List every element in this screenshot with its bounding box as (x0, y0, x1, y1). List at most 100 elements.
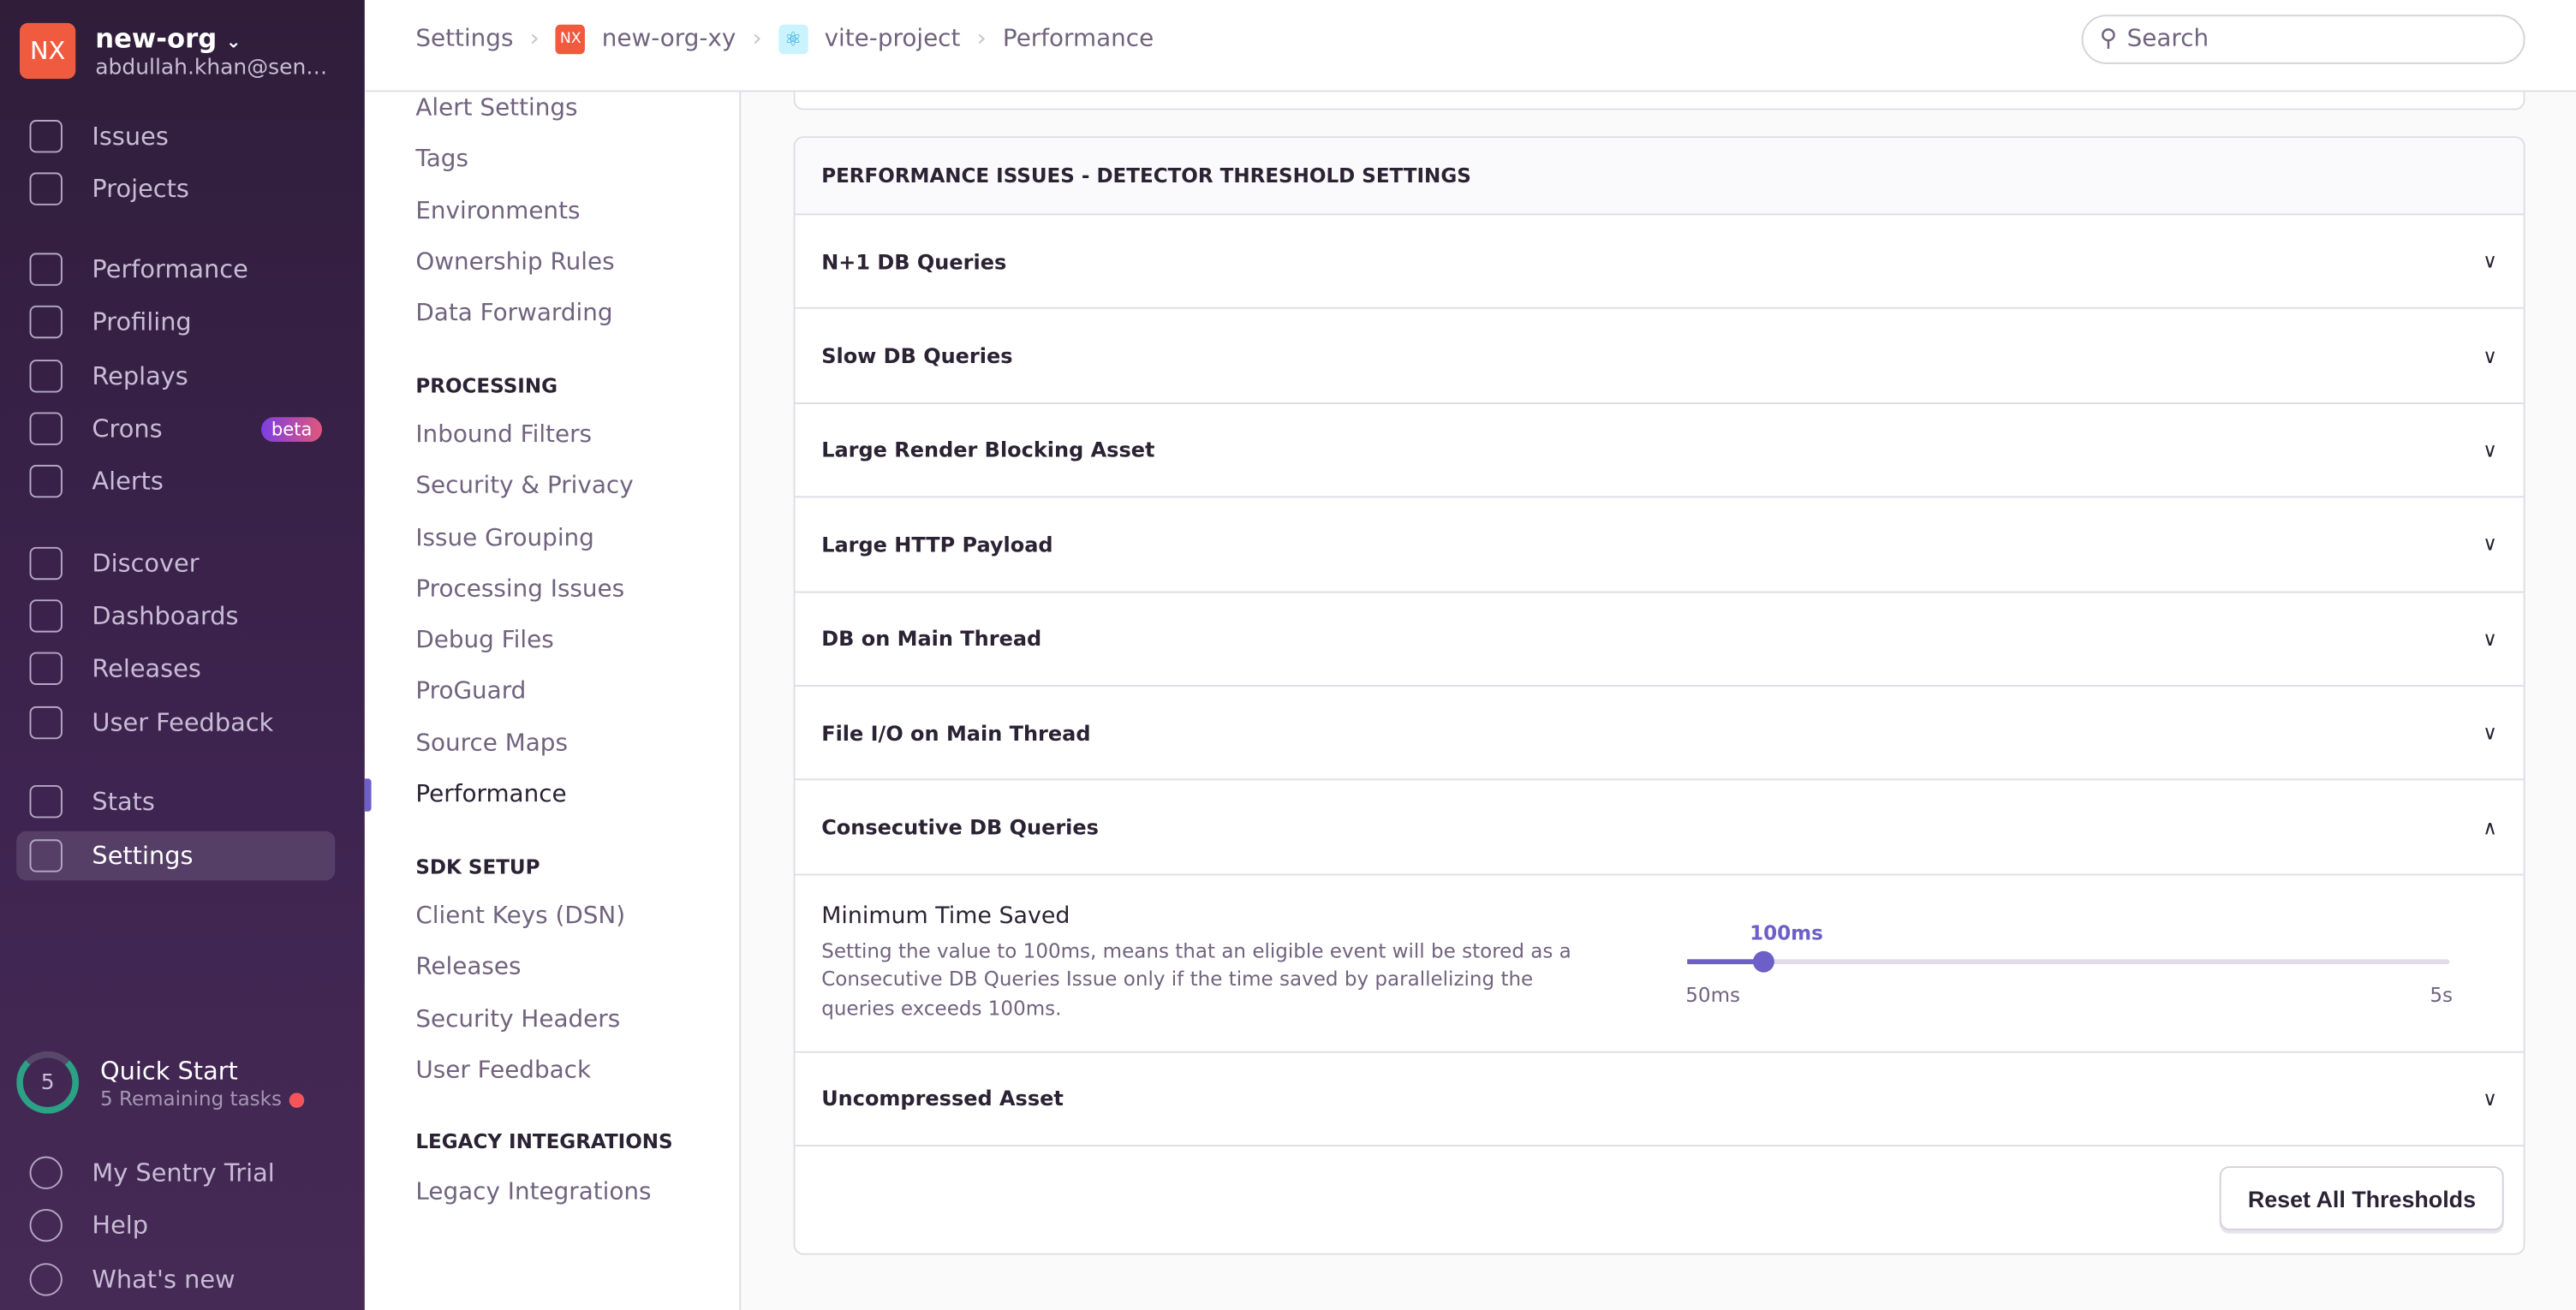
settings-nav-item[interactable]: Environments (415, 199, 581, 225)
sidebar-item-performance[interactable]: Performance (16, 245, 335, 295)
releases-icon (29, 652, 63, 685)
sidebar-item-label: Stats (92, 786, 155, 817)
breadcrumb-project[interactable]: vite-project (824, 26, 961, 53)
slider-track[interactable] (1687, 950, 2450, 973)
sidebar-item-label: Alerts (92, 466, 164, 497)
chevron-right-icon: › (529, 26, 540, 53)
row-file-i-o-on-main-thread[interactable]: File I/O on Main Thread ∨ (795, 687, 2524, 781)
projects-icon (29, 172, 63, 205)
settings-nav-item[interactable]: Alert Settings (415, 95, 578, 122)
row-db-on-main-thread[interactable]: DB on Main Thread ∨ (795, 592, 2524, 687)
sidebar-item-stats[interactable]: Stats (16, 777, 335, 826)
sidebar: NX new-org ⌄ abdullah.khan@sen… Issues Pr… (0, 0, 365, 1310)
settings-nav-item[interactable]: Processing Issues (415, 576, 625, 604)
org-name: new-org (95, 22, 218, 55)
sidebar-item-label: Projects (92, 174, 189, 204)
chevron-down-icon: ∨ (2483, 249, 2497, 273)
org-badge: NX (555, 24, 586, 55)
row-large-render-blocking-asset[interactable]: Large Render Blocking Asset ∨ (795, 404, 2524, 498)
settings-nav-item[interactable]: Client Keys (DSN) (415, 903, 626, 930)
org-switcher[interactable]: new-org ⌄ (95, 23, 241, 54)
settings-nav-item[interactable]: Ownership Rules (415, 249, 615, 277)
search-input[interactable]: ⚲ Search (2081, 15, 2525, 64)
panel-title: PERFORMANCE ISSUES - DETECTOR THRESHOLD … (795, 138, 2524, 216)
settings-nav-item[interactable]: Issue Grouping (415, 525, 594, 552)
sidebar-item-profiling[interactable]: Profiling (16, 297, 335, 347)
settings-nav-item[interactable]: Security Headers (415, 1006, 621, 1033)
settings-nav-item[interactable]: Performance (415, 782, 567, 808)
active-indicator (364, 778, 372, 812)
row-label: File I/O on Main Thread (821, 720, 1091, 746)
help-icon (29, 1208, 63, 1242)
settings-nav-item[interactable]: Debug Files (415, 627, 554, 654)
settings-nav-item[interactable]: Tags (415, 146, 468, 173)
profiling-icon (29, 305, 63, 339)
slider-thumb[interactable] (1753, 950, 1775, 973)
row-label: Consecutive DB Queries (821, 814, 1099, 840)
chevron-down-icon: ∨ (2483, 438, 2497, 462)
sidebar-item-releases[interactable]: Releases (16, 644, 335, 694)
sidebar-item-discover[interactable]: Discover (16, 539, 335, 588)
settings-nav-item[interactable]: Legacy Integrations (415, 1179, 652, 1206)
settings-nav-item[interactable]: ProGuard (415, 678, 527, 705)
react-icon: ⚛ (778, 24, 808, 55)
sidebar-bottom-item[interactable]: What's new (16, 1255, 335, 1305)
sidebar-item-alerts[interactable]: Alerts (16, 456, 335, 506)
sidebar-bottom-item[interactable]: Help (16, 1200, 335, 1250)
sidebar-bottom-item[interactable]: My Sentry Trial (16, 1148, 335, 1198)
chevron-up-icon: ∧ (2483, 815, 2497, 839)
breadcrumb-org[interactable]: new-org-xy (601, 26, 736, 53)
row-consecutive-db-queries[interactable]: Consecutive DB Queries ∧ (795, 781, 2524, 875)
settings-nav-item[interactable]: Source Maps (415, 730, 568, 758)
settings-nav-item[interactable]: Inbound Filters (415, 422, 593, 449)
sidebar-item-dashboards[interactable]: Dashboards (16, 592, 335, 641)
progress-ring: 5 (16, 1051, 80, 1114)
row-large-http-payload[interactable]: Large HTTP Payload ∨ (795, 498, 2524, 592)
settings-nav-item[interactable]: Security & Privacy (415, 473, 634, 500)
settings-nav-item[interactable]: Releases (415, 954, 522, 981)
search-placeholder: Search (2126, 26, 2209, 53)
chevron-down-icon: ∨ (2483, 627, 2497, 651)
row-label: Large Render Blocking Asset (821, 438, 1155, 462)
threshold-settings-panel: PERFORMANCE ISSUES - DETECTOR THRESHOLD … (793, 136, 2525, 1255)
row-label: Large HTTP Payload (821, 532, 1053, 557)
chevron-right-icon: › (752, 26, 762, 53)
notification-dot: ● (288, 1087, 306, 1111)
megaphone-icon (29, 706, 63, 740)
beta-badge: beta (261, 416, 323, 442)
settings-nav-item[interactable]: Data Forwarding (415, 301, 613, 327)
sidebar-item-label: Discover (92, 548, 200, 579)
settings-nav-item[interactable]: User Feedback (415, 1057, 592, 1085)
org-avatar[interactable]: NX (20, 22, 76, 80)
trial-icon (29, 1156, 63, 1189)
chevron-right-icon: › (976, 26, 987, 53)
row-uncompressed-asset[interactable]: Uncompressed Asset ∨ (795, 1052, 2524, 1147)
sidebar-item-projects[interactable]: Projects (16, 164, 335, 214)
sidebar-item-settings[interactable]: Settings (16, 831, 336, 881)
sidebar-item-replays[interactable]: Replays (16, 352, 335, 402)
sidebar-item-issues[interactable]: Issues (16, 111, 335, 161)
sidebar-item-user-feedback[interactable]: User Feedback (16, 698, 335, 747)
row-label: DB on Main Thread (821, 626, 1042, 652)
setting-description: Setting the value to 100ms, means that a… (821, 938, 1571, 1020)
sidebar-item-label: Releases (92, 653, 201, 684)
sidebar-item-label: Crons (92, 414, 163, 444)
row-slow-db-queries[interactable]: Slow DB Queries ∨ (795, 309, 2524, 404)
sidebar-item-label: What's new (92, 1265, 236, 1295)
dashboard-icon (29, 599, 63, 633)
section-header-processing: PROCESSING (415, 374, 558, 398)
sidebar-item-label: Profiling (92, 307, 192, 337)
sidebar-item-label: Dashboards (92, 601, 239, 631)
row-n-1-db-queries[interactable]: N+1 DB Queries ∨ (795, 215, 2524, 310)
sidebar-item-label: Performance (92, 254, 248, 284)
chevron-down-icon: ∨ (2483, 1087, 2497, 1111)
broadcast-icon (29, 1263, 63, 1296)
section-header-sdk: SDK SETUP (415, 855, 540, 879)
lightning-icon (29, 253, 63, 286)
sidebar-item-label: Issues (92, 121, 169, 152)
breadcrumb-settings[interactable]: Settings (415, 26, 514, 53)
quick-start-subtitle: 5 Remaining tasks (100, 1087, 283, 1111)
sidebar-item-crons[interactable]: Crons beta (16, 404, 335, 454)
top-bar: Settings › NX new-org-xy › ⚛ vite-project › P… (364, 0, 2576, 92)
reset-all-thresholds-button[interactable]: Reset All Thresholds (2220, 1166, 2504, 1230)
